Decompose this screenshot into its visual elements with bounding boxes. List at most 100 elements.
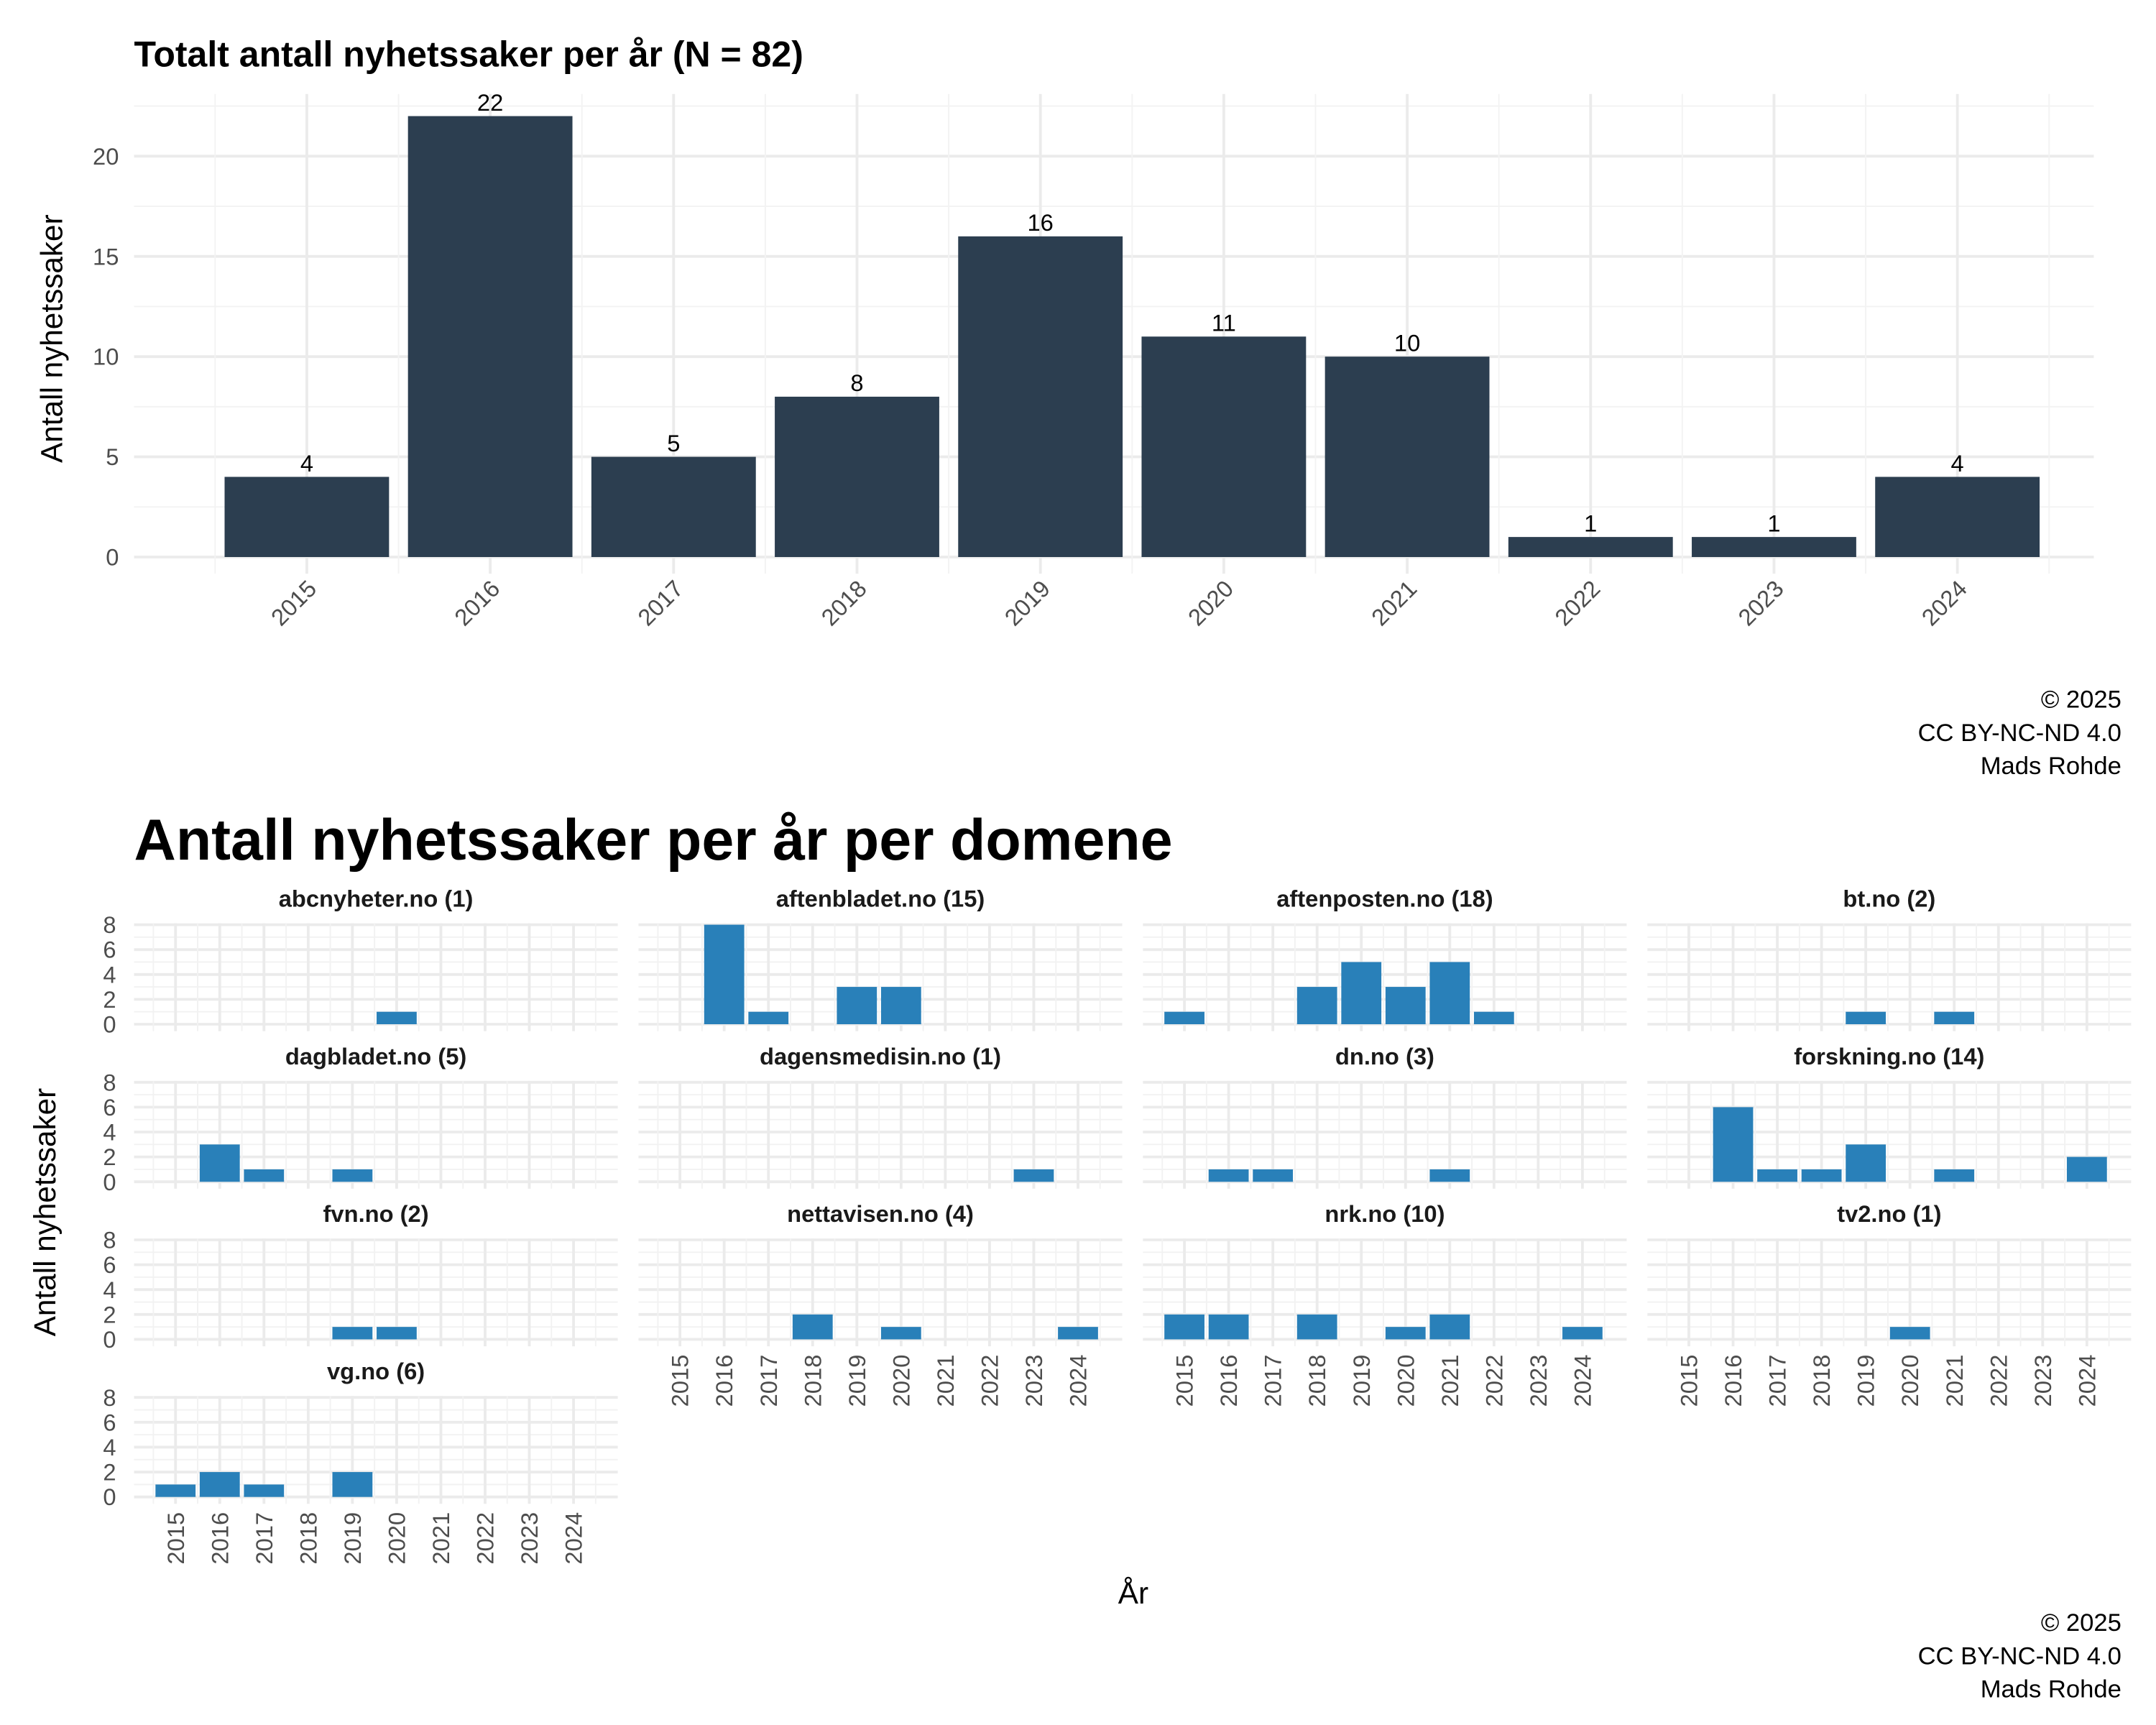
x-tick-label: 2023 <box>1525 1355 1552 1407</box>
bar-2020 <box>377 1011 417 1024</box>
bar-2020 <box>1385 987 1426 1024</box>
x-tick-label: 2023 <box>1733 575 1789 631</box>
bar-2015 <box>1164 1314 1204 1340</box>
x-tick-label: 2022 <box>1480 1355 1507 1407</box>
bottom-caption-line-1: © 2025 <box>2041 1609 2122 1637</box>
bar-2021 <box>1429 1169 1470 1182</box>
x-tick-label: 2015 <box>1171 1355 1198 1407</box>
x-tick-label: 2016 <box>449 575 505 631</box>
y-tick-label: 8 <box>103 1384 116 1411</box>
bar-2017 <box>591 456 756 557</box>
x-tick-label: 2024 <box>1569 1355 1595 1407</box>
facet-strip-label: aftenposten.no (18) <box>1276 886 1493 912</box>
facet-panel: dagensmedisin.no (1) <box>638 1043 1123 1189</box>
bar-2020 <box>377 1327 417 1340</box>
bar-2023 <box>1013 1169 1054 1182</box>
data-label-2017: 5 <box>667 430 680 456</box>
facet-strip-label: aftenbladet.no (15) <box>776 886 985 912</box>
bar-2020 <box>880 1327 921 1340</box>
bar-2016 <box>407 116 573 558</box>
x-tick-label: 2019 <box>1348 1355 1375 1407</box>
x-tick-label: 2017 <box>1260 1355 1286 1407</box>
bar-2018 <box>1296 1314 1337 1340</box>
bar-2017 <box>748 1011 789 1024</box>
bar-2019 <box>1341 962 1382 1024</box>
x-tick-label: 2018 <box>816 575 872 631</box>
x-tick-label: 2024 <box>1916 575 1972 631</box>
x-tick-label: 2018 <box>1304 1355 1330 1407</box>
x-tick-label: 2021 <box>1437 1355 1463 1407</box>
x-tick-label: 2021 <box>932 1355 959 1407</box>
bar-2019 <box>332 1472 373 1497</box>
x-tick-label: 2015 <box>1676 1355 1703 1407</box>
x-tick-label: 2022 <box>1549 575 1606 631</box>
y-tick-label: 2 <box>103 1144 116 1170</box>
x-tick-label: 2017 <box>755 1355 782 1407</box>
facet-strip-label: dn.no (3) <box>1335 1043 1434 1070</box>
facet-chart-title: Antall nyhetssaker per år per domene <box>134 808 1173 873</box>
facet-strip-label: dagensmedisin.no (1) <box>760 1043 1001 1070</box>
bottom-caption-line-2: CC BY-NC-ND 4.0 <box>1918 1642 2122 1670</box>
top-caption-line-2: CC BY-NC-ND 4.0 <box>1918 719 2122 747</box>
x-tick-label: 2022 <box>1985 1355 2012 1407</box>
bar-2016 <box>1208 1169 1249 1182</box>
bar-2019 <box>837 987 877 1024</box>
bar-2020 <box>880 987 921 1024</box>
x-tick-label: 2018 <box>1808 1355 1835 1407</box>
y-tick-label: 2 <box>103 1459 116 1486</box>
bar-2016 <box>1208 1314 1249 1340</box>
facet-strip-label: dagbladet.no (5) <box>285 1043 466 1070</box>
y-tick-label: 0 <box>103 1484 116 1510</box>
bar-2019 <box>332 1169 373 1182</box>
x-tick-label: 2015 <box>266 575 322 631</box>
bar-2024 <box>1562 1327 1603 1340</box>
top-chart-y-axis-label: Antall nyhetssaker <box>35 214 69 463</box>
bar-2018 <box>792 1314 833 1340</box>
y-tick-label: 15 <box>93 243 119 270</box>
data-label-2021: 10 <box>1394 329 1420 356</box>
y-tick-label: 0 <box>103 1326 116 1353</box>
y-tick-label: 4 <box>103 1434 116 1460</box>
x-tick-label: 2016 <box>206 1512 233 1565</box>
y-tick-label: 4 <box>103 1276 116 1303</box>
bar-2024 <box>1058 1327 1098 1340</box>
y-tick-label: 0 <box>103 1169 116 1195</box>
bar-2016 <box>199 1144 240 1182</box>
bar-2015 <box>155 1484 196 1497</box>
x-tick-label: 2024 <box>2073 1355 2100 1407</box>
data-label-2018: 8 <box>850 369 863 396</box>
x-tick-label: 2024 <box>1065 1355 1092 1407</box>
x-tick-label: 2021 <box>1941 1355 1968 1407</box>
y-tick-label: 8 <box>103 1069 116 1095</box>
x-tick-label: 2016 <box>1720 1355 1746 1407</box>
data-label-2015: 4 <box>300 450 313 477</box>
bar-2021 <box>1934 1011 1975 1024</box>
facet-strip-label: forskning.no (14) <box>1794 1043 1984 1070</box>
top-caption-line-1: © 2025 <box>2041 686 2122 714</box>
bar-2019 <box>1846 1011 1886 1024</box>
data-label-2016: 22 <box>477 89 503 116</box>
x-tick-label: 2016 <box>711 1355 737 1407</box>
facet-panel: tv2.no (1) 2015 2016 2017 2018 2019 2020 2021 20… <box>1647 1200 2132 1407</box>
x-tick-label: 2020 <box>888 1355 914 1407</box>
y-tick-label: 2 <box>103 1301 116 1328</box>
bar-2021 <box>1429 962 1470 1024</box>
x-tick-label: 2022 <box>976 1355 1003 1407</box>
x-tick-label: 2023 <box>516 1512 543 1565</box>
x-tick-label: 2024 <box>561 1512 587 1565</box>
bar-2022 <box>1508 537 1673 557</box>
x-tick-label: 2017 <box>1764 1355 1791 1407</box>
bar-2023 <box>1692 537 1856 557</box>
panel-background <box>134 923 618 1029</box>
facet-panel: aftenbladet.no (15) <box>638 886 1123 1031</box>
x-tick-label: 2021 <box>1366 575 1422 631</box>
bottom-caption-line-3: Mads Rohde <box>1981 1676 2122 1703</box>
bar-2021 <box>1429 1314 1470 1340</box>
x-tick-label: 2019 <box>844 1355 870 1407</box>
y-tick-label: 0 <box>106 544 119 571</box>
facet-panel: aftenposten.no (18) <box>1143 886 1627 1031</box>
